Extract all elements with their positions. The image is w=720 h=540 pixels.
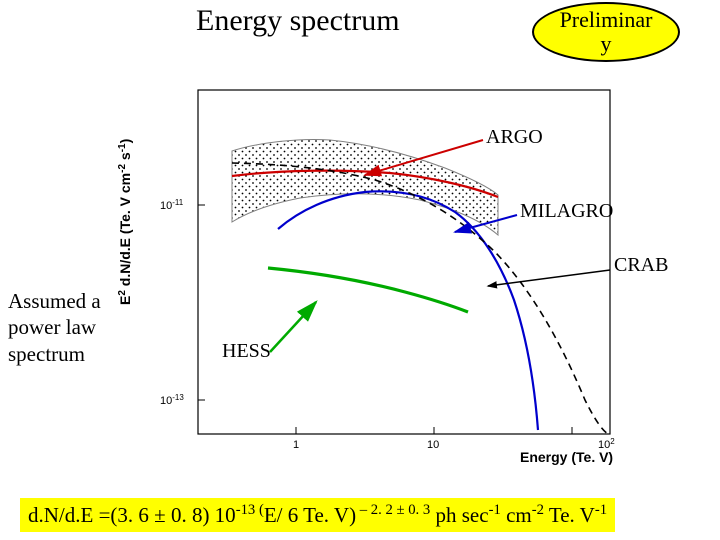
formula-p5: -1 bbox=[489, 502, 501, 518]
ytick-13: 10-13 bbox=[160, 393, 184, 408]
ytick-11: 10-11 bbox=[160, 198, 184, 213]
y-ticks bbox=[198, 205, 205, 400]
formula-p2: E/ 6 Te. V) bbox=[264, 503, 356, 527]
xtick-1: 1 bbox=[293, 439, 299, 451]
label-hess: HESS bbox=[222, 340, 271, 363]
formula-p8: Te. V bbox=[544, 503, 595, 527]
curve-hess bbox=[268, 268, 468, 312]
formula-p6: cm bbox=[501, 503, 532, 527]
curve-milagro bbox=[278, 191, 538, 430]
y-axis-label: E2 d.N/d.E (Te. V cm-2 s-1) bbox=[117, 139, 134, 305]
x-axis-label: Energy (Te. V) bbox=[520, 449, 613, 465]
label-argo: ARGO bbox=[486, 126, 543, 149]
assumption-line1: Assumed a bbox=[8, 288, 101, 314]
formula-p1: -13 ( bbox=[236, 502, 264, 518]
formula-p4: ph sec bbox=[430, 503, 488, 527]
formula-p0: d.N/d.E =(3. 6 ± 0. 8) 10 bbox=[28, 503, 236, 527]
x-ticks bbox=[296, 427, 572, 434]
arrow-hess bbox=[270, 302, 316, 352]
arrow-crab bbox=[488, 270, 610, 286]
label-crab: CRAB bbox=[614, 254, 668, 277]
spectrum-chart: E2 d.N/d.E (Te. V cm-2 s-1) Energy (Te. … bbox=[0, 0, 720, 470]
assumption-line3: spectrum bbox=[8, 341, 101, 367]
formula-p3: – 2. 2 ± 0. 3 bbox=[356, 502, 430, 518]
formula-p7: -2 bbox=[532, 502, 544, 518]
formula-bar: d.N/d.E =(3. 6 ± 0. 8) 10-13 (E/ 6 Te. V… bbox=[20, 498, 615, 532]
plot-frame bbox=[198, 90, 610, 434]
uncertainty-band bbox=[232, 139, 498, 235]
formula-p9: -1 bbox=[595, 502, 607, 518]
xtick-10: 10 bbox=[427, 439, 439, 451]
assumption-line2: power law bbox=[8, 314, 101, 340]
label-milagro: MILAGRO bbox=[520, 200, 613, 223]
assumption-text: Assumed a power law spectrum bbox=[8, 288, 101, 367]
